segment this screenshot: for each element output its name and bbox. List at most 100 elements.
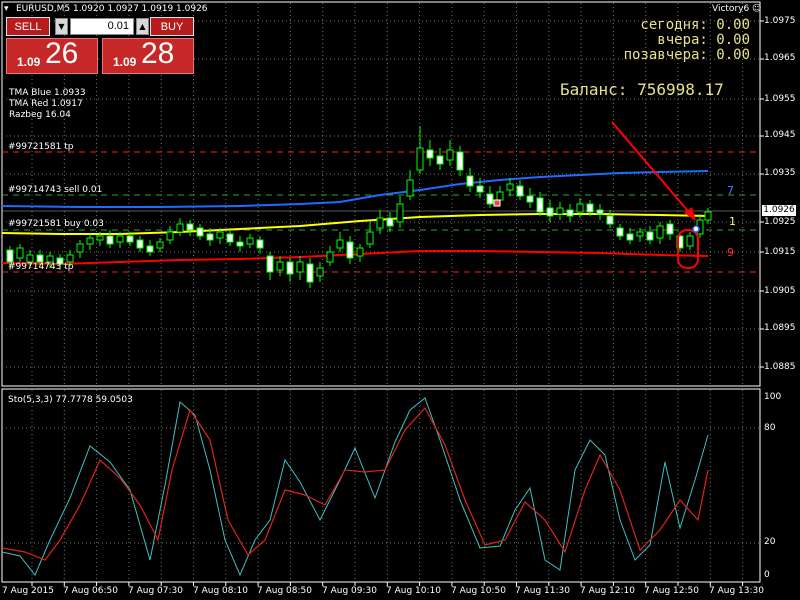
today-profit: сегодня: 0.00 (640, 17, 750, 33)
candle-body (486, 193, 494, 205)
y-tick: 1.0915 (764, 247, 796, 257)
chart-symbol-icon: ▾ (4, 4, 9, 14)
candle-body (26, 254, 34, 263)
order-tp-label-2[interactable]: #99714743 tp (8, 262, 74, 272)
chart-title: EURUSD,M5 1.0920 1.0927 1.0919 1.0926 (16, 4, 208, 14)
mark-red-9: 9 (727, 246, 734, 259)
candle-body (346, 241, 354, 259)
trade-marker (493, 199, 501, 207)
x-tick: 7 Aug 10:10 (386, 586, 441, 596)
trade-marker (692, 225, 700, 233)
current-price-tag: 1.0926 (762, 205, 796, 216)
sell-price-pips: 26 (45, 37, 79, 70)
candle-body (386, 217, 394, 227)
tma-red-label: TMA Red 1.0917 (9, 99, 83, 109)
candle-body (566, 209, 574, 217)
candle-body (586, 203, 594, 213)
buy-button[interactable]: BUY (150, 17, 194, 36)
candle-body (86, 237, 94, 245)
candle-body (276, 261, 284, 271)
x-tick: 7 Aug 08:50 (257, 586, 312, 596)
candle-body (126, 235, 134, 243)
candle-body (666, 223, 674, 235)
order-tp-label-1[interactable]: #99721581 tp (8, 142, 74, 152)
candle-body (556, 207, 564, 215)
candle-body (536, 197, 544, 213)
candle-body (436, 155, 444, 165)
candle-body (206, 233, 214, 241)
candle-body (596, 209, 604, 215)
candle-body (186, 223, 194, 231)
candle-body (406, 179, 414, 197)
y-tick: 1.0885 (764, 362, 796, 372)
stochastic-label: Sto(5,3,3) 77.7778 59.0503 (8, 395, 133, 405)
candle-body (526, 195, 534, 203)
x-tick: 7 Aug 08:10 (193, 586, 248, 596)
candle-body (396, 203, 404, 223)
tma-blue-label: TMA Blue 1.0933 (9, 88, 86, 98)
candle-body (626, 233, 634, 241)
order-buy-label[interactable]: #99721581 buy 0.03 (8, 219, 104, 229)
candle-body (466, 175, 474, 187)
candle-body (246, 237, 254, 245)
one-click-trading-panel: SELL ▼ 0.01 ▲ BUY 1.09 26 1.09 28 (6, 17, 194, 74)
sell-button[interactable]: SELL (6, 17, 50, 36)
lot-size-input[interactable]: 0.01 (70, 18, 134, 35)
tma-red-line (1, 250, 709, 266)
candle-body (606, 215, 614, 225)
candle-body (646, 231, 654, 241)
candle-body (704, 211, 712, 221)
annotation-circle (677, 229, 699, 269)
sell-price-box[interactable]: 1.09 26 (6, 37, 98, 74)
candle-body (426, 149, 434, 159)
y-tick: 1.0955 (764, 94, 796, 104)
stoch-y-tick: 0 (764, 570, 770, 580)
x-tick: 7 Aug 11:30 (515, 586, 570, 596)
candle-body (146, 245, 154, 253)
candle-body (476, 185, 484, 193)
main-chart-frame (1, 1, 761, 387)
candle-body (266, 255, 274, 273)
candle-body (106, 235, 114, 245)
candle-body (456, 151, 464, 171)
candle-body (226, 233, 234, 243)
buy-price-prefix: 1.09 (113, 55, 137, 69)
order-sell-label[interactable]: #99714743 sell 0.01 (8, 185, 103, 195)
candle-body (66, 254, 74, 263)
indicator-legend: TMA Blue 1.0933 TMA Red 1.0917 Razbeg 16… (9, 88, 86, 121)
candle-body (506, 183, 514, 191)
x-tick: 7 Aug 10:50 (451, 586, 506, 596)
razbeg-label: Razbeg 16.04 (9, 110, 71, 120)
stochastic-signal-line (1, 406, 709, 561)
candle-body (116, 235, 124, 243)
candle-body (496, 191, 504, 201)
lot-increase-button[interactable]: ▲ (136, 18, 149, 35)
x-tick: 7 Aug 12:50 (644, 586, 699, 596)
expert-label[interactable]: Victory6 ☺ (712, 4, 762, 14)
y-tick: 1.0905 (764, 286, 796, 296)
day-before-profit: позавчера: 0.00 (623, 47, 750, 63)
candle-body (376, 217, 384, 229)
mark-yellow-1: 1 (729, 215, 736, 228)
candle-body (176, 223, 184, 233)
candle-body (576, 203, 584, 213)
stochastic-frame (1, 388, 761, 583)
annotation-arrow (611, 121, 694, 218)
candle-body (336, 239, 344, 249)
candle-body (136, 239, 144, 249)
candle-body (166, 231, 174, 241)
candle-body (6, 249, 14, 263)
annotation-arrowhead (684, 207, 696, 221)
candle-body (216, 231, 224, 239)
candle-body (636, 231, 644, 237)
stoch-y-tick: 80 (764, 423, 776, 433)
lot-decrease-button[interactable]: ▼ (55, 18, 68, 35)
buy-price-box[interactable]: 1.09 28 (102, 37, 194, 74)
y-tick: 1.0975 (764, 16, 796, 26)
tma-blue-line (1, 170, 709, 208)
candle-body (256, 239, 264, 249)
y-tick: 1.0965 (764, 53, 796, 63)
x-tick: 7 Aug 09:30 (322, 586, 377, 596)
candle-body (46, 255, 54, 263)
